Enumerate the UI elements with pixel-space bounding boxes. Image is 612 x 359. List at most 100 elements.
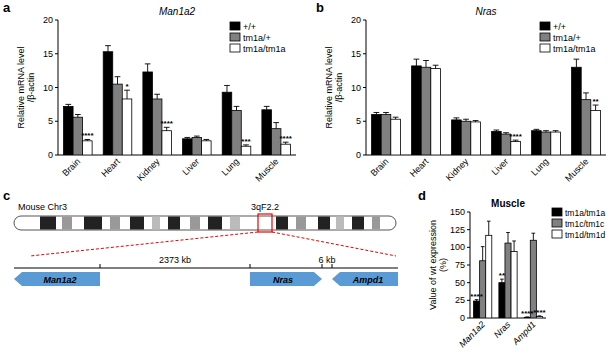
error-cap [154,94,160,95]
error-bar [145,64,151,72]
bar [232,110,242,155]
gene-arrow [250,272,322,286]
error-bar [224,85,230,92]
bar [572,67,582,155]
zoom-line [30,232,258,256]
gene-arrow [14,272,100,286]
bar [64,106,74,155]
y-tick [467,318,470,319]
error-stem [127,90,128,99]
error-stem [117,77,118,84]
gene-label: Ampd1 [352,275,384,285]
chromosome-band [152,217,160,230]
y-tick-label: 150 [450,207,465,217]
chart-panel: dMuscleValue of wt expression(%)02550751… [418,188,605,349]
bar [511,252,517,318]
significance: **** [509,132,522,141]
x-tick-label: Heart [99,156,122,179]
chromosome-band [62,217,72,230]
error-bar [273,123,279,129]
chromosome-band [190,217,200,230]
legend-swatch [552,219,562,227]
y-tick-label: 20 [351,15,361,25]
error-bar [454,118,460,120]
y-tick [363,155,366,156]
significance: **** [470,292,483,301]
significance: **** [533,308,546,317]
chromosome-band [208,217,222,230]
bar [262,110,272,155]
bar [183,139,193,155]
bar [452,120,462,155]
x-tick-label: Muscle [253,156,280,183]
error-stem [266,106,267,109]
error-cap [75,114,81,115]
legend-swatch [230,44,240,52]
x-tick-label: Heart [408,156,431,179]
y-tick-label: 0 [48,150,53,160]
significance: **** [279,134,292,143]
bars [474,221,543,318]
error-cap [145,63,151,64]
y-tick [363,121,366,122]
chromosome-band [110,217,120,230]
error-bar [512,241,516,252]
y-tick [363,20,366,21]
error-cap [481,246,485,247]
chart-panel: bNrasRelative mRNA level/β-actin05101520… [316,0,606,184]
error-cap [194,136,200,137]
y-tick-label: 50 [455,278,465,288]
legend-label: tm1a/tm1a [553,44,596,54]
error-bar [553,131,559,132]
x-tick-label: Ampd1 [510,319,538,347]
error-cap [224,85,230,86]
chromosome-band [318,217,330,230]
error-bar [383,112,389,114]
error-bar [105,46,111,52]
error-stem [107,46,108,52]
bar [431,69,441,155]
error-bar [433,65,439,68]
bar [381,115,391,156]
y-tick-label: 5 [48,116,53,126]
y-tick [55,20,58,21]
bar [143,72,153,155]
y-tick-label: 10 [351,83,361,93]
error-cap [454,117,460,118]
error-bar [423,61,429,68]
error-stem [147,64,148,72]
x-tick-label: Muscle [563,156,590,183]
bar [83,141,93,155]
panel-label: b [316,0,324,15]
chart-title: Muscle [491,198,525,209]
legend-label: tm1c/tm1c [565,219,605,229]
error-cap [273,122,279,123]
bar [532,131,542,155]
y-tick [467,265,470,266]
error-stem [586,93,587,100]
error-bar [65,104,71,106]
legend: +/+tm1a/+tm1a/tm1a [230,22,286,54]
significance: *** [241,137,251,146]
error-bar [115,77,121,84]
error-cap [553,130,559,131]
y-tick-label: 0 [356,150,361,160]
bar [222,92,232,155]
error-cap [543,130,549,131]
y-tick-label: 15 [351,49,361,59]
bar [486,235,492,318]
y-tick [55,121,58,122]
x-tick-label: Brain [368,156,390,178]
legend-label: tm1a/tm1a [243,44,286,54]
error-cap [583,92,589,93]
error-bar [487,221,491,235]
legend-label: tm1a/+ [553,33,581,43]
y-tick-label: 100 [450,242,465,252]
error-cap [463,119,469,120]
legend-label: +/+ [553,22,566,32]
legend-swatch [540,33,550,41]
significance: ** [592,97,599,106]
bar [192,137,202,155]
bar [372,115,382,156]
legend: +/+tm1a/+tm1a/tm1a [540,22,596,54]
